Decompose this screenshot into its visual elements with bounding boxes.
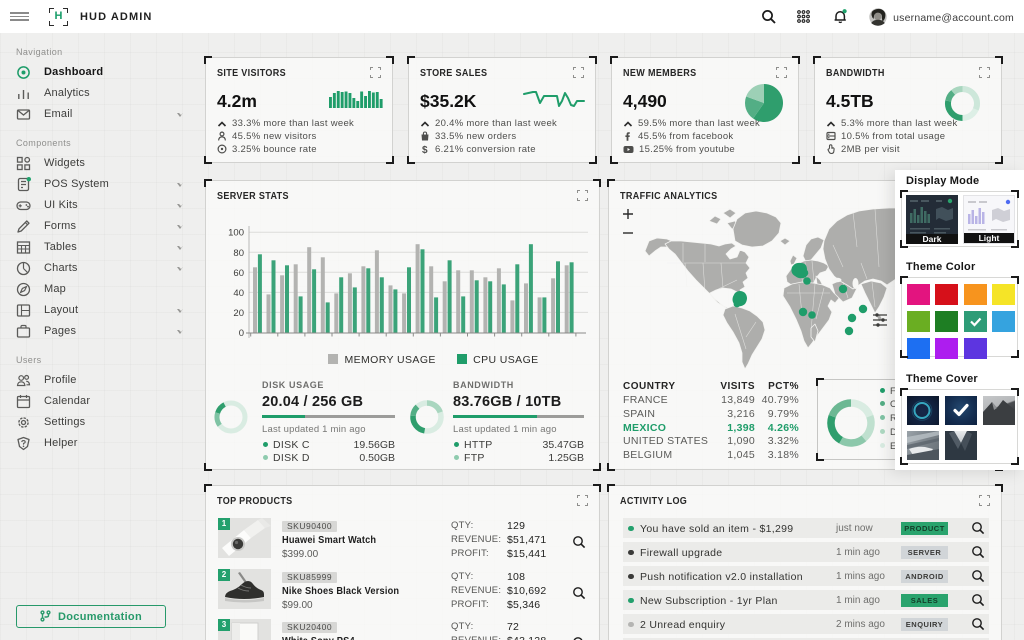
svg-text:100: 100 (228, 228, 244, 239)
svg-text:20: 20 (233, 308, 244, 319)
svg-text:$: $ (422, 145, 428, 154)
svg-text:40: 40 (233, 288, 244, 299)
svg-text:80: 80 (233, 248, 244, 259)
svg-text:0: 0 (239, 328, 244, 339)
svg-text:60: 60 (233, 268, 244, 279)
